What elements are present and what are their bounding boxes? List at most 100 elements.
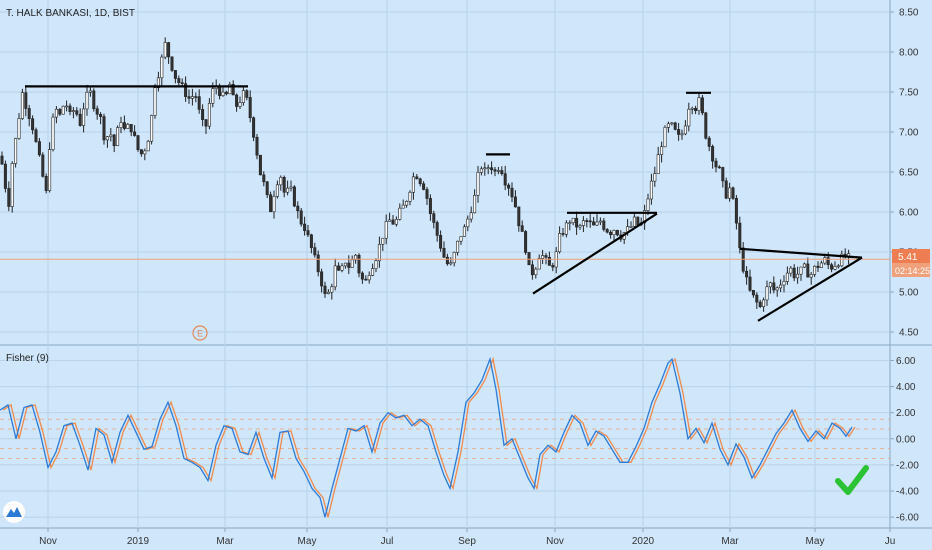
candle-down: [180, 82, 184, 84]
candle-down: [197, 96, 201, 110]
candle-down: [585, 220, 589, 222]
candle-down: [201, 109, 205, 120]
time-tick-label: Ju: [885, 536, 896, 547]
candle-down: [184, 83, 188, 97]
candle-up: [632, 216, 636, 227]
candle-down: [24, 92, 28, 109]
candle-down: [751, 290, 755, 296]
resistance-trendline[interactable]: [739, 247, 863, 259]
support-trendline[interactable]: [532, 212, 658, 295]
candle-down: [724, 180, 728, 199]
candle-up: [690, 107, 694, 110]
support-trendline[interactable]: [757, 256, 863, 322]
candle-up: [82, 108, 86, 126]
candle-down: [68, 105, 72, 112]
candle-up: [469, 212, 473, 220]
candle-down: [602, 220, 606, 230]
candle-up: [20, 92, 24, 119]
candle-up: [823, 257, 827, 264]
candle-down: [575, 217, 579, 228]
candle-down: [830, 264, 834, 270]
fisher-tick-label: 0.00: [896, 434, 916, 445]
candle-down: [731, 187, 735, 199]
time-tick-label: Mar: [216, 536, 234, 547]
candle-up: [541, 255, 545, 259]
candle-up: [534, 268, 538, 276]
candle-up: [238, 102, 242, 107]
candle-down: [428, 198, 432, 214]
candle-up: [581, 220, 585, 226]
candle-up: [466, 218, 470, 228]
candle-up: [54, 108, 58, 118]
candle-down: [204, 119, 208, 127]
candle-up: [326, 291, 330, 294]
candle-up: [670, 122, 674, 125]
candle-up: [228, 84, 232, 95]
candle-up: [371, 268, 375, 276]
candle-up: [595, 221, 599, 226]
candle-down: [711, 146, 715, 162]
candle-down: [738, 222, 742, 249]
fisher-line: [0, 356, 853, 518]
candle-up: [840, 253, 844, 267]
candle-down: [133, 131, 137, 136]
candle-up: [14, 138, 18, 164]
candle-down: [520, 225, 524, 232]
candle-down: [306, 230, 310, 236]
candle-up: [456, 240, 460, 253]
candle-up: [48, 149, 52, 191]
candle-up: [71, 110, 75, 112]
candle-down: [112, 134, 116, 147]
time-axis[interactable]: Nov 2019 Mar May Jul Sep Nov 2020 Mar May Ju: [39, 528, 895, 547]
candle-up: [568, 222, 572, 225]
candle-up: [126, 124, 130, 129]
candle-down: [806, 263, 810, 278]
candle-down: [323, 285, 327, 294]
candle-down: [303, 223, 307, 231]
candle-down: [320, 271, 324, 287]
fisher-tick-label: 2.00: [896, 408, 916, 419]
candle-down: [316, 254, 320, 273]
fisher-tick-label: -2.00: [896, 460, 919, 471]
candle-down: [816, 265, 820, 268]
last-price-badge: 5.41 02:14:25: [892, 249, 930, 277]
candle-down: [745, 270, 749, 278]
candle-up: [119, 122, 123, 128]
candle-down: [636, 216, 640, 225]
candle-up: [279, 177, 283, 186]
price-pane[interactable]: [0, 37, 890, 322]
candle-down: [391, 219, 395, 225]
candle-up: [408, 191, 412, 202]
earnings-marker[interactable]: E: [192, 325, 208, 341]
candle-down: [826, 257, 830, 266]
fisher-axis[interactable]: 6.00 4.00 2.00 0.00 -2.00 -4.00 -6.00: [890, 356, 919, 524]
candle-down: [517, 206, 521, 227]
candle-down: [704, 112, 708, 139]
countdown-value: 02:14:25: [895, 266, 930, 276]
candle-up: [571, 217, 575, 224]
candle-down: [3, 163, 7, 189]
price-tick-label: 8.00: [899, 48, 919, 59]
candle-down: [34, 129, 38, 142]
candle-up: [221, 91, 225, 96]
candle-down: [31, 118, 35, 131]
candle-down: [605, 229, 609, 233]
price-tick-label: 8.50: [899, 8, 919, 19]
candle-up: [350, 259, 354, 268]
fisher-pane[interactable]: [0, 356, 890, 518]
candle-up: [578, 225, 582, 228]
candle-down: [139, 149, 143, 155]
candle-down: [252, 117, 256, 138]
candle-down: [714, 160, 718, 168]
tradingview-logo[interactable]: [3, 501, 25, 523]
time-tick-label: Mar: [721, 536, 739, 547]
candle-down: [167, 42, 171, 58]
candle-up: [160, 56, 164, 79]
candle-down: [490, 167, 494, 171]
candle-down: [792, 267, 796, 279]
candle-down: [592, 221, 596, 226]
candle-up: [479, 168, 483, 173]
candle-down: [734, 198, 738, 224]
candle-up: [663, 127, 667, 148]
